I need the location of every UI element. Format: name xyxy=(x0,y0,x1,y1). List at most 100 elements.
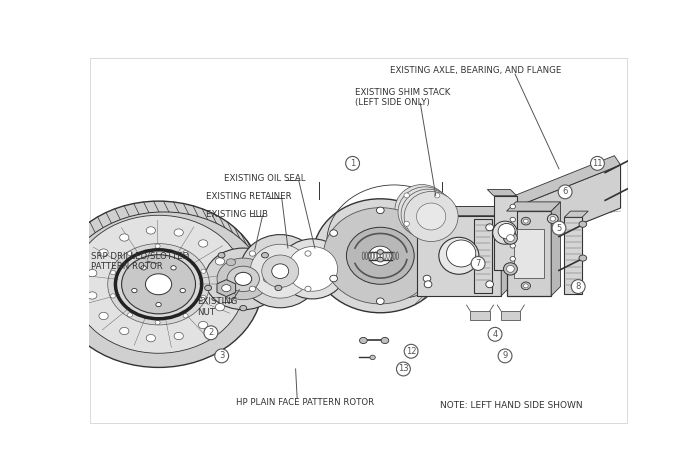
Ellipse shape xyxy=(377,207,384,214)
Ellipse shape xyxy=(395,185,449,235)
Ellipse shape xyxy=(111,294,116,298)
Polygon shape xyxy=(564,211,588,217)
Ellipse shape xyxy=(199,240,208,247)
Polygon shape xyxy=(507,202,561,211)
Ellipse shape xyxy=(120,234,129,241)
Ellipse shape xyxy=(404,193,410,198)
Ellipse shape xyxy=(204,285,211,291)
Ellipse shape xyxy=(410,198,440,225)
Text: EXISTING HUB: EXISTING HUB xyxy=(206,209,268,218)
Circle shape xyxy=(204,326,218,340)
Ellipse shape xyxy=(346,227,414,284)
Text: 9: 9 xyxy=(503,351,507,360)
Text: 11: 11 xyxy=(592,159,603,168)
Polygon shape xyxy=(416,207,510,216)
Ellipse shape xyxy=(122,255,195,314)
Ellipse shape xyxy=(323,208,438,304)
Polygon shape xyxy=(552,202,561,296)
Ellipse shape xyxy=(275,285,282,291)
Ellipse shape xyxy=(279,239,346,299)
Ellipse shape xyxy=(272,264,288,278)
Text: HP PLAIN FACE PATTERN ROTOR: HP PLAIN FACE PATTERN ROTOR xyxy=(235,398,374,407)
Ellipse shape xyxy=(416,203,446,230)
Ellipse shape xyxy=(377,258,384,262)
Polygon shape xyxy=(416,207,510,216)
Ellipse shape xyxy=(486,281,493,288)
Ellipse shape xyxy=(631,154,638,160)
Polygon shape xyxy=(501,207,510,296)
Ellipse shape xyxy=(486,224,493,231)
Ellipse shape xyxy=(579,221,587,228)
Polygon shape xyxy=(501,311,521,320)
Ellipse shape xyxy=(180,288,186,293)
Ellipse shape xyxy=(216,304,225,311)
Polygon shape xyxy=(470,311,490,320)
Ellipse shape xyxy=(550,217,556,221)
Ellipse shape xyxy=(510,243,515,248)
Text: EXISTING OIL SEAL: EXISTING OIL SEAL xyxy=(224,174,305,183)
Polygon shape xyxy=(564,217,582,294)
Ellipse shape xyxy=(510,230,515,235)
Ellipse shape xyxy=(199,321,208,329)
Ellipse shape xyxy=(155,320,160,325)
Ellipse shape xyxy=(88,269,97,277)
Polygon shape xyxy=(507,211,552,296)
Ellipse shape xyxy=(249,286,256,291)
Ellipse shape xyxy=(204,248,281,310)
Ellipse shape xyxy=(631,182,638,188)
Text: NOTE: LEFT HAND SIDE SHOWN: NOTE: LEFT HAND SIDE SHOWN xyxy=(440,401,582,410)
Ellipse shape xyxy=(226,292,235,299)
Ellipse shape xyxy=(547,214,558,223)
Ellipse shape xyxy=(227,266,260,292)
Ellipse shape xyxy=(201,269,206,273)
Circle shape xyxy=(471,257,485,270)
Ellipse shape xyxy=(507,235,514,241)
Text: 4: 4 xyxy=(492,330,498,339)
Polygon shape xyxy=(487,189,517,196)
Ellipse shape xyxy=(174,332,183,340)
Ellipse shape xyxy=(493,221,517,244)
Ellipse shape xyxy=(305,251,311,256)
Circle shape xyxy=(571,279,585,294)
Ellipse shape xyxy=(263,276,272,282)
Ellipse shape xyxy=(503,263,517,275)
Ellipse shape xyxy=(330,230,337,237)
Circle shape xyxy=(498,349,512,363)
Circle shape xyxy=(591,157,604,170)
Ellipse shape xyxy=(330,275,337,282)
Ellipse shape xyxy=(55,201,262,367)
Ellipse shape xyxy=(424,224,432,231)
Text: 8: 8 xyxy=(575,282,581,291)
Text: 2: 2 xyxy=(209,328,214,337)
Ellipse shape xyxy=(398,187,452,237)
Ellipse shape xyxy=(423,275,430,282)
Text: EXISTING
NUT: EXISTING NUT xyxy=(197,298,237,317)
Ellipse shape xyxy=(155,244,160,248)
Text: EXISTING SHIM STACK
(LEFT SIDE ONLY): EXISTING SHIM STACK (LEFT SIDE ONLY) xyxy=(355,88,450,107)
Text: 5: 5 xyxy=(556,224,561,233)
Circle shape xyxy=(404,344,418,358)
Ellipse shape xyxy=(377,298,384,305)
Ellipse shape xyxy=(414,201,442,228)
Polygon shape xyxy=(475,219,492,293)
Bar xyxy=(514,229,543,278)
Ellipse shape xyxy=(404,221,410,226)
Ellipse shape xyxy=(234,272,252,286)
Ellipse shape xyxy=(156,302,161,307)
Ellipse shape xyxy=(407,196,437,223)
Ellipse shape xyxy=(522,217,531,225)
Circle shape xyxy=(552,221,566,235)
Ellipse shape xyxy=(127,251,132,256)
Ellipse shape xyxy=(250,244,310,298)
Ellipse shape xyxy=(108,244,209,325)
Circle shape xyxy=(558,185,572,199)
Ellipse shape xyxy=(370,355,375,360)
Text: SRP DRILLED/SLOTTED
PATTERN ROTOR: SRP DRILLED/SLOTTED PATTERN ROTOR xyxy=(91,251,189,270)
Ellipse shape xyxy=(262,252,268,258)
Ellipse shape xyxy=(111,270,116,275)
Ellipse shape xyxy=(249,251,256,256)
Ellipse shape xyxy=(72,215,245,353)
Ellipse shape xyxy=(120,327,129,335)
Ellipse shape xyxy=(510,204,515,209)
Ellipse shape xyxy=(404,191,458,241)
